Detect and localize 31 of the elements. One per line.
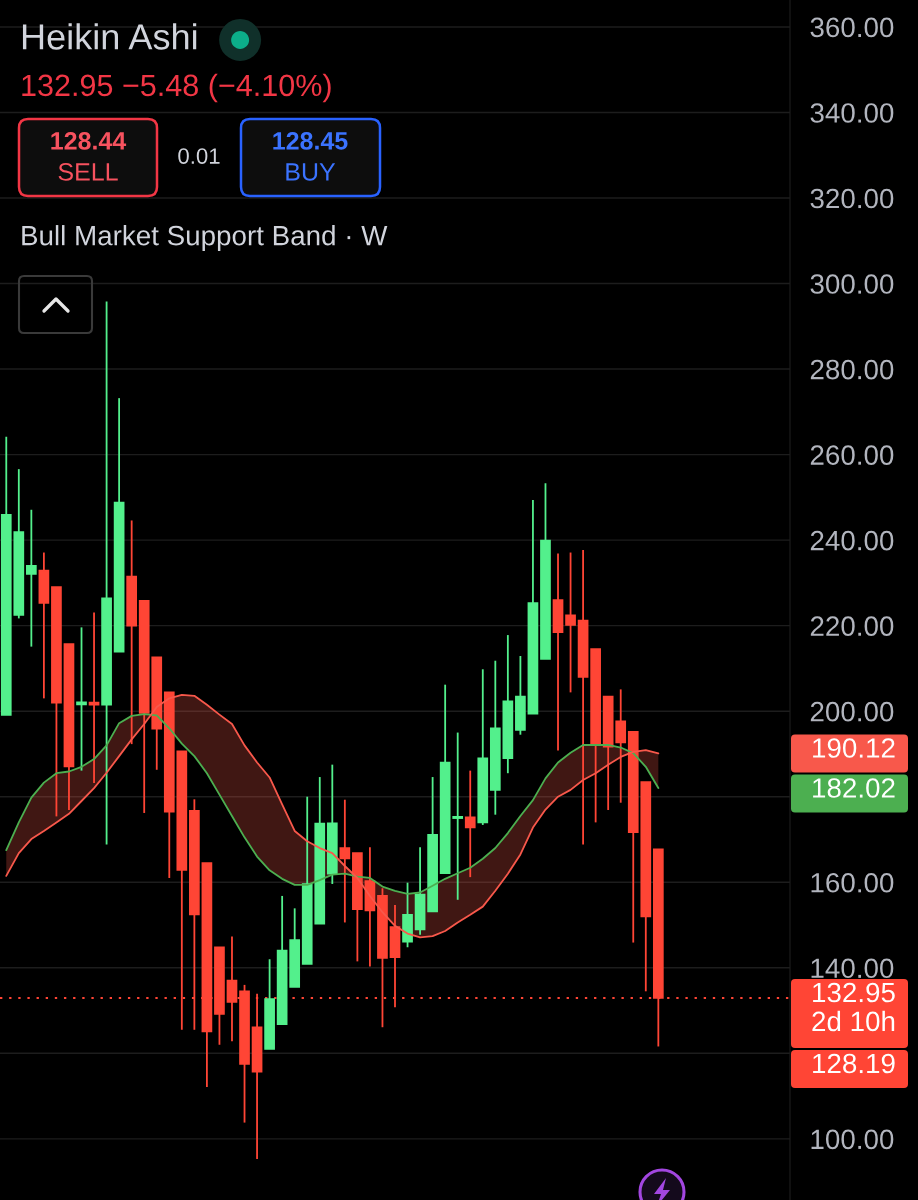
annotation: BUY — [286, 163, 336, 181]
candlestick — [88, 611, 100, 784]
annotation: Bull Market Support Band · W — [22, 225, 388, 251]
y-tick-label: 340.00 — [810, 103, 894, 123]
y-tick-label: 240.00 — [810, 530, 894, 551]
y-tick-label: 200.00 — [810, 701, 894, 722]
y-tick-label: 260.00 — [810, 445, 894, 465]
candlestick — [339, 798, 351, 924]
candlestick — [464, 769, 476, 879]
candlestick — [565, 551, 576, 694]
text: 190.12 — [813, 738, 895, 758]
y-tick-label: 360.00 — [810, 17, 894, 38]
candlestick — [76, 626, 87, 772]
y-tick-label: 140.00 — [811, 958, 894, 979]
text: 132.95 −5.48 (−4.10%) — [22, 73, 331, 103]
annotation: SELL — [58, 163, 118, 181]
y-tick-label: 100.00 — [811, 1129, 894, 1150]
y-tick-label: 320.00 — [810, 188, 894, 209]
line-series — [5, 713, 660, 895]
text: 182.02 — [813, 778, 895, 798]
y-tick-label: 160.00 — [811, 872, 894, 893]
text: Heikin Ashi — [22, 23, 197, 50]
ref-line-label: 132.95 2d 10h — [812, 982, 895, 1032]
annotation: 128.44 — [51, 132, 127, 150]
y-tick-label: 220.00 — [810, 616, 894, 636]
annotation: 128.45 — [273, 132, 348, 150]
annotation: 0.01 — [178, 148, 220, 164]
text: 128.19 — [813, 1053, 895, 1074]
y-tick-label: 280.00 — [810, 359, 894, 380]
candlestick — [25, 508, 37, 648]
y-tick-label: 300.00 — [810, 274, 894, 294]
